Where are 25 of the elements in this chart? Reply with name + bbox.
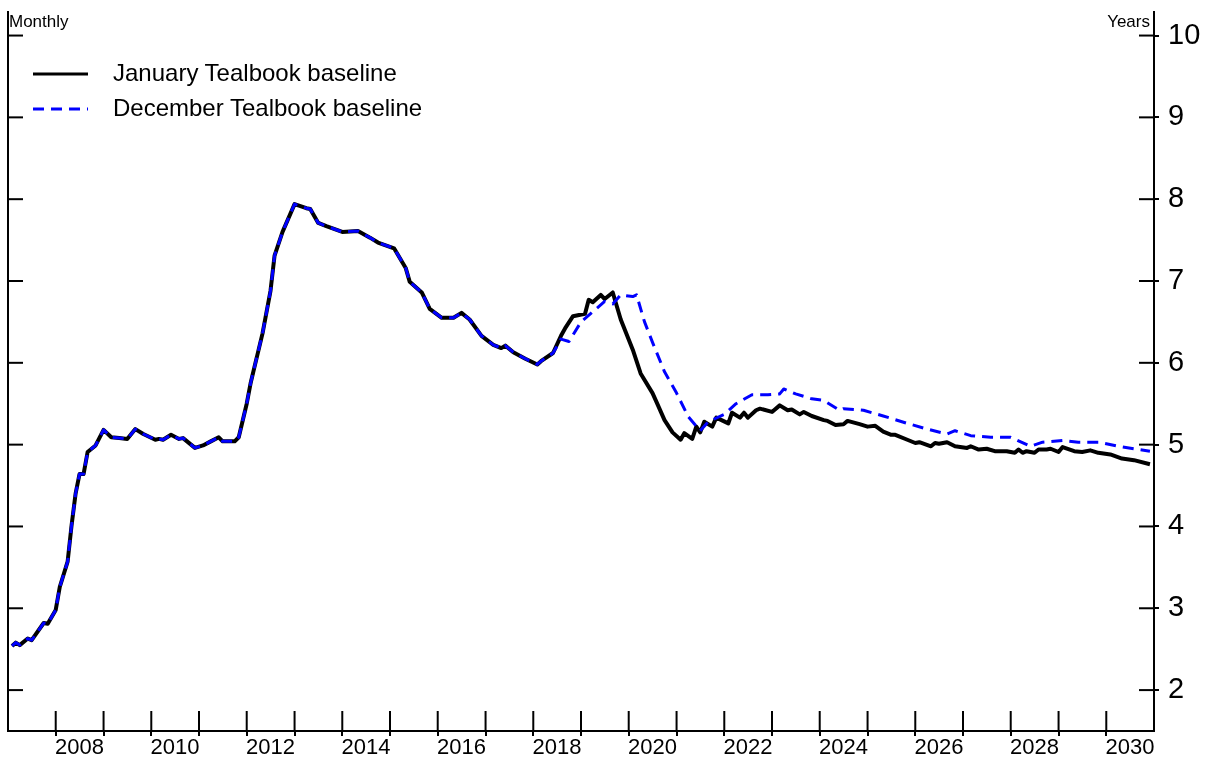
y-tick-label: 8 — [1168, 181, 1185, 214]
legend-label: December Tealbook baseline — [113, 93, 423, 121]
y-tick-label: 4 — [1168, 508, 1185, 541]
x-tick-label: 2022 — [723, 734, 773, 760]
y-axis-title: Years — [1107, 12, 1150, 32]
y-tick-label: 9 — [1168, 99, 1185, 132]
y-tick-label: 10 — [1168, 17, 1201, 50]
x-tick-label: 2028 — [1010, 734, 1059, 760]
y-tick-label: 2 — [1168, 672, 1185, 705]
y-tick-label: 5 — [1168, 426, 1185, 459]
x-tick-label: 2008 — [55, 734, 104, 760]
legend-label: January Tealbook baseline — [113, 58, 397, 86]
x-tick-label: 2012 — [246, 734, 295, 760]
x-tick-label: 2014 — [341, 734, 391, 760]
x-tick-label: 2030 — [1105, 734, 1155, 760]
y-tick-label: 7 — [1168, 263, 1185, 295]
x-tick-label: 2018 — [532, 734, 582, 760]
annotation: Monthly — [9, 12, 70, 32]
y-tick-label: 3 — [1168, 590, 1185, 623]
x-tick-label: 2010 — [150, 734, 200, 760]
y-tick-label: 6 — [1168, 344, 1185, 377]
x-tick-label: 2026 — [914, 734, 964, 760]
x-tick-label: 2024 — [819, 734, 868, 760]
x-tick-label: 2020 — [628, 734, 677, 760]
x-tick-label: 2016 — [437, 734, 486, 760]
